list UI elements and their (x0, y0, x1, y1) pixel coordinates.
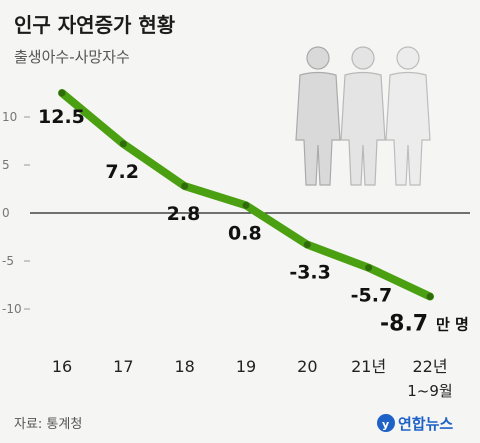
data-label: -5.7 (351, 285, 393, 307)
person-figure-back-middle (340, 46, 386, 186)
data-label: 0.8 (228, 222, 262, 244)
brand-logo: y 연합뉴스 (377, 414, 453, 433)
data-point (242, 201, 250, 209)
people-illustration (295, 46, 431, 186)
data-label: 2.8 (167, 203, 201, 225)
person-figure-back-right (385, 46, 431, 186)
y-tick-label: 10 (2, 110, 17, 124)
x-tick-label: 22년 (412, 357, 447, 376)
x-tick-label: 21년 (351, 357, 386, 376)
chart-subtitle: 출생아수-사망자수 (14, 48, 130, 66)
y-tick-label: 5 (2, 158, 10, 172)
data-label: 7.2 (105, 161, 139, 183)
series-line-group (58, 89, 434, 301)
y-axis: 10 5 0 -5 -10 (2, 110, 30, 316)
data-point (365, 264, 373, 272)
brand-name: 연합뉴스 (398, 415, 453, 433)
y-tick-label: -5 (2, 254, 14, 268)
brand-mark-letter: y (382, 418, 389, 431)
x-tick-label: 17 (113, 357, 133, 376)
unit-label: 만 명 (436, 316, 469, 334)
data-label: 12.5 (38, 106, 85, 128)
data-point (58, 89, 66, 97)
chart-title: 인구 자연증가 현황 (14, 13, 176, 37)
person-figure-front (295, 46, 341, 186)
y-tick-label: 0 (2, 206, 10, 220)
x-tick-label: 16 (52, 357, 72, 376)
brand-mark-icon (377, 414, 395, 432)
data-point (426, 293, 434, 301)
x-tick-label: 20 (297, 357, 317, 376)
data-label: -8.7 (380, 312, 428, 337)
x-tick-label: 18 (174, 357, 194, 376)
data-point (181, 182, 189, 190)
x-axis: 16 17 18 19 20 21년 22년 1~9월 (52, 357, 453, 400)
x-tick-label: 19 (236, 357, 256, 376)
data-labels: 12.5 7.2 2.8 0.8 -3.3 -5.7 -8.7 만 명 (38, 106, 469, 337)
x-tick-sublabel: 1~9월 (407, 382, 452, 400)
data-point (303, 241, 311, 249)
y-tick-label: -10 (2, 302, 22, 316)
source-note: 자료: 통계청 (14, 417, 82, 432)
data-label: -3.3 (289, 262, 331, 284)
data-point (119, 140, 127, 148)
